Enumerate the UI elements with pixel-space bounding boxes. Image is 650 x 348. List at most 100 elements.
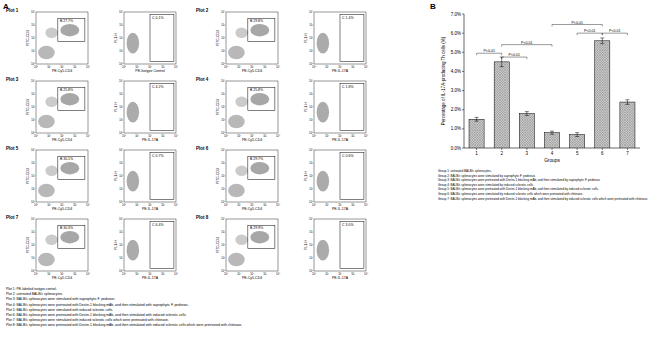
tick-label: 10² — [309, 243, 313, 247]
axis-label: PE-Cy5-CD4 — [242, 138, 262, 142]
cell-cloud — [228, 46, 245, 60]
cell-cloud — [45, 28, 57, 38]
x-tick — [627, 148, 628, 150]
tick-label: 10¹ — [119, 256, 123, 260]
axis-label: PE-Cy5-CD4 — [242, 207, 262, 211]
gate — [58, 225, 85, 248]
tick-label: 10¹ — [325, 134, 329, 138]
tick-label: 10¹ — [119, 118, 123, 122]
tick-label: 10¹ — [309, 49, 313, 53]
cell-cloud — [127, 171, 139, 192]
tick-label: 10⁴ — [364, 203, 368, 207]
background — [0, 0, 650, 348]
tick-label: 10² — [338, 203, 342, 207]
cell-cloud — [60, 93, 79, 105]
cd-plot: B 27.7%10⁰10⁰10¹10¹10²10²10³10³10⁴10⁴PE-… — [26, 10, 90, 73]
tick-label: 10² — [31, 105, 35, 109]
tick-label: 10⁴ — [119, 148, 123, 152]
axis-label: FL1-H — [114, 102, 118, 112]
group-legend: Group 5: BALB/c splenocytes were pretrea… — [438, 187, 599, 191]
cell-cloud — [38, 184, 55, 198]
significance-bracket — [502, 45, 552, 47]
plot-frame — [314, 12, 366, 64]
gate — [248, 156, 275, 179]
tick-label: 10² — [60, 65, 64, 69]
tick-label: 10¹ — [309, 118, 313, 122]
tick-label: 10¹ — [47, 134, 51, 138]
bar — [595, 41, 610, 148]
tick-label: 3.0% — [451, 88, 461, 93]
group-legend: Group 3: BALB/c splenocytes were pretrea… — [438, 178, 601, 182]
x-tick — [501, 148, 502, 150]
cd-plot: B 30.3%10⁰10⁰10¹10¹10²10²10³10³10⁴10⁴PE-… — [26, 217, 90, 280]
cell-cloud — [228, 115, 245, 129]
tick-label: 10¹ — [309, 256, 313, 260]
gate-label: B 29.7% — [250, 157, 263, 161]
cell-cloud — [60, 162, 79, 174]
significance-label: P<0.01 — [509, 53, 521, 57]
tick-label: 10⁴ — [174, 203, 178, 207]
tick-label: 10² — [119, 174, 123, 178]
axis-label: PE-IL-17A — [142, 276, 159, 280]
tick-label: 10⁴ — [86, 134, 90, 138]
tick-label: 10³ — [161, 134, 165, 138]
tick-label: 10¹ — [47, 272, 51, 276]
tick-label: 10⁴ — [174, 134, 178, 138]
plot-frame — [226, 150, 278, 202]
tick-label: 10⁴ — [174, 272, 178, 276]
cell-cloud — [235, 235, 247, 245]
tick-label: 10³ — [263, 134, 267, 138]
tick-label: 10⁴ — [174, 65, 178, 69]
y-tick — [462, 52, 464, 53]
tick-label: 1.0% — [451, 126, 461, 131]
tick-label: 10³ — [263, 65, 267, 69]
plot-frame — [124, 81, 176, 133]
gate — [58, 156, 85, 179]
gate-label: B 27.7% — [60, 19, 73, 23]
axis-label: FL1-H — [304, 33, 308, 43]
tick-label: 10¹ — [119, 49, 123, 53]
tick-label: 10² — [119, 105, 123, 109]
plot-label: Plot 1 — [6, 8, 19, 13]
axis-label: Percentage of IL-17A-producing Th cells … — [441, 36, 446, 125]
plot-frame — [124, 219, 176, 271]
group-legend: Group 1: untreated BALB/c splenocytes. — [438, 169, 492, 173]
tick-label: 5 — [576, 151, 579, 156]
gate-label: C 4.2% — [152, 85, 163, 89]
tick-label: 2 — [500, 151, 503, 156]
axis-label: FL1-H — [304, 171, 308, 181]
gate — [150, 15, 174, 62]
tick-label: 10⁰ — [309, 269, 313, 273]
tick-label: 10¹ — [31, 187, 35, 191]
tick-label: 10⁴ — [221, 217, 225, 221]
tick-label: 10² — [148, 65, 152, 69]
il17-plot: C 0.1%10⁰10⁰10¹10¹10²10²10³10³10⁴10⁴PE-I… — [114, 10, 178, 73]
gate — [340, 84, 364, 131]
tick-label: 10¹ — [221, 256, 225, 260]
axis-label: FITC-CD3 — [216, 237, 220, 253]
significance-label: P<0.01 — [584, 29, 596, 33]
group-legend: Group 7: BALB/c splenocytes were pretrea… — [438, 197, 648, 201]
cell-cloud — [38, 253, 55, 267]
tick-label: 7 — [626, 151, 629, 156]
axis-label: FITC-CD3 — [26, 237, 30, 253]
tick-label: 10³ — [119, 23, 123, 27]
tick-label: 10¹ — [325, 272, 329, 276]
caption: Plot 2: untreated BALB/c splenocytes. — [6, 292, 63, 296]
cd-plot: B 30.1%10⁰10⁰10¹10¹10²10²10³10³10⁴10⁴PE-… — [26, 148, 90, 211]
plot-label: Plot 8 — [196, 215, 209, 220]
gate — [340, 222, 364, 269]
gate — [150, 153, 174, 200]
caption: Plot 1: PE-labeled isotype control. — [6, 287, 57, 291]
tick-label: 10⁰ — [119, 131, 123, 135]
bar — [519, 114, 534, 148]
cell-cloud — [235, 97, 247, 107]
y-tick — [462, 90, 464, 91]
tick-label: 10³ — [161, 203, 165, 207]
cd-plot: B 29.7%10⁰10⁰10¹10¹10²10²10³10³10⁴10⁴PE-… — [216, 148, 280, 211]
tick-label: 10¹ — [237, 203, 241, 207]
cell-cloud — [38, 46, 55, 60]
tick-label: 0.0% — [451, 146, 461, 151]
cell-cloud — [45, 166, 57, 176]
tick-label: 10² — [250, 65, 254, 69]
